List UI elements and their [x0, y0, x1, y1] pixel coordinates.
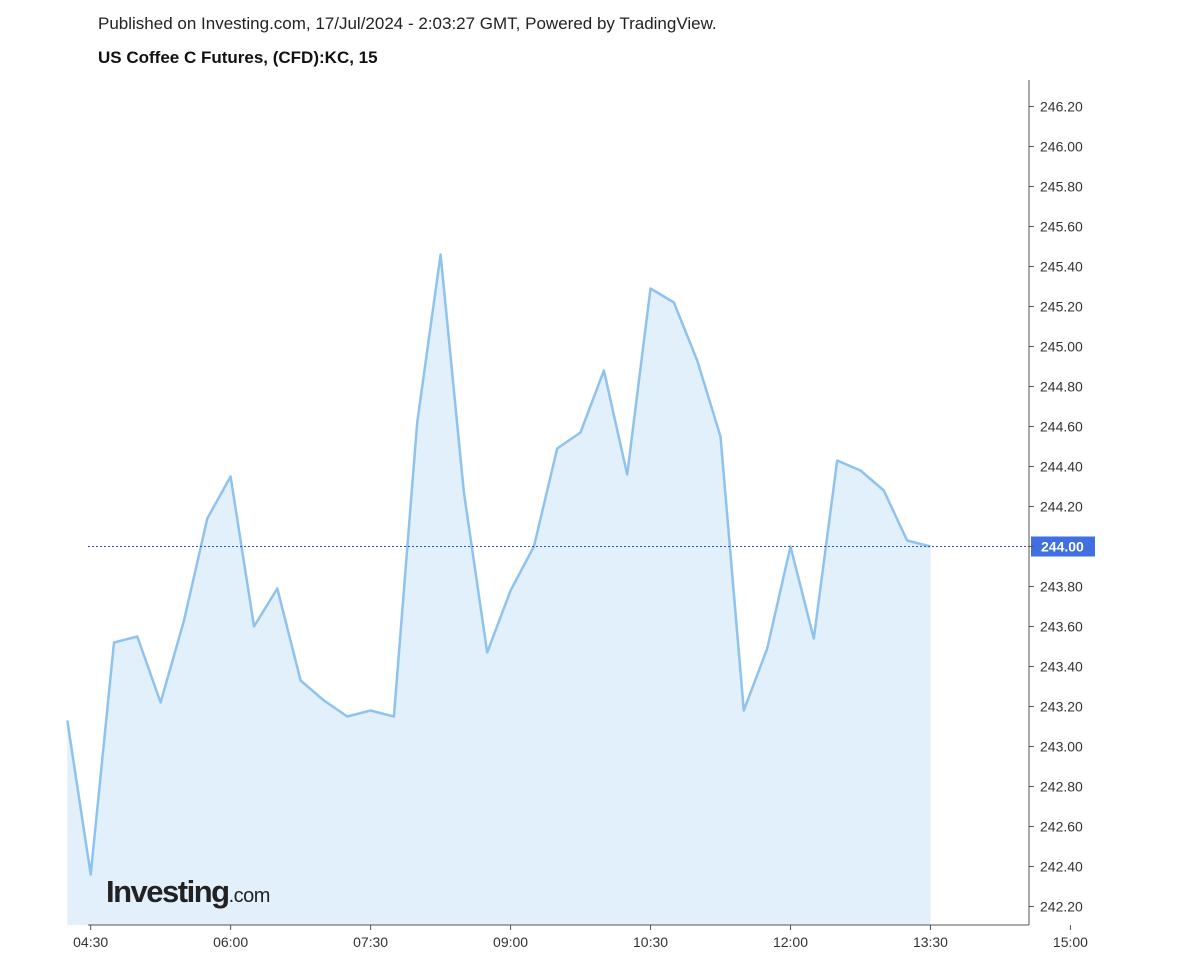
current-price-badge [1031, 536, 1095, 557]
y-tick-label: 245.40 [1040, 259, 1083, 275]
y-tick-label: 242.40 [1040, 859, 1083, 875]
investing-logo: Investing.com [106, 874, 270, 910]
y-tick-label: 246.00 [1040, 139, 1083, 155]
price-area [67, 254, 931, 925]
logo-main: Investing [106, 874, 230, 909]
line-layer [66, 253, 931, 876]
x-tick-label: 13:30 [913, 934, 948, 950]
x-tick-label: 12:00 [773, 934, 808, 950]
y-tick-label: 242.80 [1040, 779, 1083, 795]
y-tick-label: 245.20 [1040, 299, 1083, 315]
chart-title: US Coffee C Futures, (CFD):KC, 15 [98, 48, 378, 67]
x-tick-label: 15:00 [1053, 934, 1088, 950]
logo-suffix: .com [228, 885, 271, 907]
y-tick-label: 245.80 [1040, 179, 1083, 195]
published-note: Published on Investing.com, 17/Jul/2024 … [98, 14, 717, 33]
x-tick-label: 09:00 [493, 934, 528, 950]
y-tick-label: 243.40 [1040, 659, 1083, 675]
x-tick-label: 10:30 [633, 934, 668, 950]
y-tick-label: 245.00 [1040, 339, 1083, 355]
y-tick-label: 244.20 [1040, 499, 1083, 515]
y-tick-label: 243.80 [1040, 579, 1083, 595]
x-tick-label: 07:30 [353, 934, 388, 950]
y-tick-label: 243.00 [1040, 739, 1083, 755]
y-tick-label: 244.80 [1040, 379, 1083, 395]
axis-layer: 246.20 246.00 245.80 245.60 245.40 245.20 245.… [73, 80, 1088, 950]
y-tick-label: 246.20 [1040, 99, 1083, 115]
area-layer [67, 254, 931, 925]
current-price-label: 244.00 [1041, 539, 1084, 555]
y-tick-label: 245.60 [1040, 219, 1083, 235]
current-price-layer: 244.00 [88, 536, 1095, 557]
y-tick-label: 243.20 [1040, 699, 1083, 715]
y-tick-label: 243.60 [1040, 619, 1083, 635]
price-line [66, 253, 931, 876]
x-tick-label: 06:00 [213, 934, 248, 950]
x-tick-label: 04:30 [73, 934, 108, 950]
y-tick-label: 244.60 [1040, 419, 1083, 435]
y-tick-label: 242.60 [1040, 819, 1083, 835]
y-tick-label: 242.20 [1040, 899, 1083, 915]
y-tick-label: 244.40 [1040, 459, 1083, 475]
